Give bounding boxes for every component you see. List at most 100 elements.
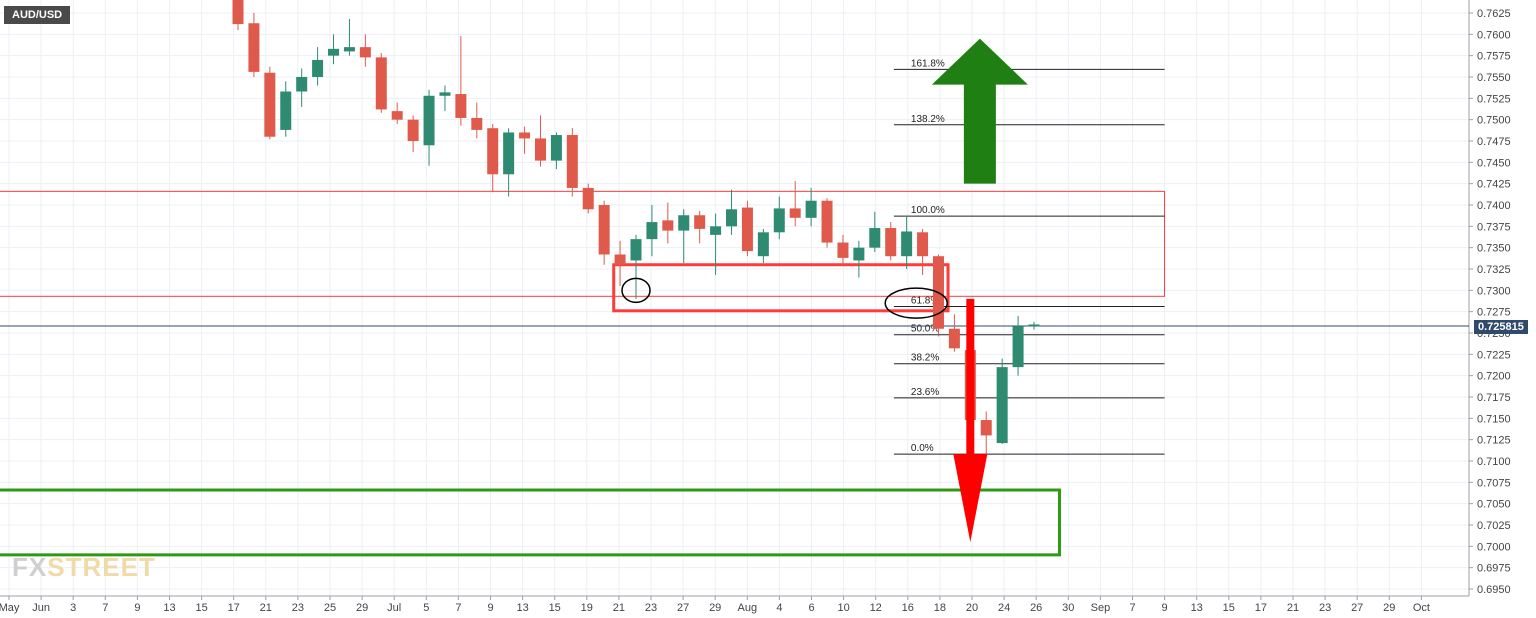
candle-body xyxy=(837,242,849,258)
watermark-fx: FX xyxy=(12,552,48,582)
candle-body xyxy=(503,132,515,175)
y-tick-label: 0.7100 xyxy=(1477,456,1511,468)
y-tick-label: 0.6950 xyxy=(1477,584,1511,596)
x-tick-label: 18 xyxy=(934,602,946,614)
candle-body xyxy=(582,187,594,210)
candle-body xyxy=(566,135,578,188)
x-tick-label: 25 xyxy=(324,602,336,614)
candle-body xyxy=(455,94,467,118)
candle-body xyxy=(343,47,355,52)
candle-body xyxy=(694,215,706,229)
candle-body xyxy=(630,239,642,261)
candle-body xyxy=(471,117,483,130)
fib-level-label: 138.2% xyxy=(911,114,945,125)
candle-body xyxy=(439,92,451,96)
candle-body xyxy=(741,207,753,252)
candle-body xyxy=(789,208,801,218)
y-tick-label: 0.7125 xyxy=(1477,435,1511,447)
x-tick-label: 5 xyxy=(423,602,429,614)
y-tick-label: 0.7400 xyxy=(1477,200,1511,212)
candle-body xyxy=(980,420,992,436)
candle-body xyxy=(248,23,260,72)
x-tick-label: 17 xyxy=(1255,602,1267,614)
target-support-zone xyxy=(0,488,1061,557)
candle-body xyxy=(805,200,817,218)
fib-level-label: 61.8% xyxy=(911,296,939,307)
y-tick-label: 0.7425 xyxy=(1477,179,1511,191)
candle-body xyxy=(264,72,276,137)
bullish-up-arrow xyxy=(931,38,1028,184)
x-tick-label: 3 xyxy=(70,602,76,614)
x-tick-label: 30 xyxy=(1062,602,1074,614)
y-tick-label: 0.7500 xyxy=(1477,115,1511,127)
fib-circle-annotation xyxy=(884,287,948,319)
candle-body xyxy=(757,232,769,257)
y-tick-label: 0.7375 xyxy=(1477,221,1511,233)
y-tick-label: 0.7025 xyxy=(1477,520,1511,532)
x-tick-label: 10 xyxy=(837,602,849,614)
y-tick-label: 0.7450 xyxy=(1477,157,1511,169)
x-tick-label: Aug xyxy=(738,602,758,614)
candle-body xyxy=(232,0,244,25)
y-tick-label: 0.7275 xyxy=(1477,307,1511,319)
candle-body xyxy=(519,132,531,139)
x-tick-label: Jul xyxy=(387,602,401,614)
candle-body xyxy=(646,222,658,240)
x-tick-label: 7 xyxy=(455,602,461,614)
x-tick-label: 21 xyxy=(260,602,272,614)
fib-level-label: 161.8% xyxy=(911,58,945,69)
candle-body xyxy=(1028,324,1040,327)
fib-level-label: 23.6% xyxy=(911,387,939,398)
candle-body xyxy=(423,95,435,146)
x-tick-label: 16 xyxy=(902,602,914,614)
symbol-label: AUD/USD xyxy=(4,6,71,24)
support-resistance-zone xyxy=(612,263,950,313)
candle-body xyxy=(534,138,546,161)
candle-body xyxy=(773,208,785,233)
current-price-label: 0.725815 xyxy=(1474,320,1528,334)
y-tick-label: 0.7150 xyxy=(1477,413,1511,425)
candle-body xyxy=(550,135,562,161)
candle-body xyxy=(662,220,674,231)
x-tick-label: Sep xyxy=(1091,602,1111,614)
candle-body xyxy=(678,215,690,231)
candle-body xyxy=(598,205,610,255)
x-tick-label: 6 xyxy=(808,602,814,614)
x-tick-label: 24 xyxy=(998,602,1010,614)
fib-level-label: 0.0% xyxy=(911,443,934,454)
y-tick-label: 0.7050 xyxy=(1477,499,1511,511)
x-tick-label: 29 xyxy=(1383,602,1395,614)
y-tick-label: 0.6975 xyxy=(1477,563,1511,575)
fib-level-label: 100.0% xyxy=(911,205,945,216)
x-tick-label: 9 xyxy=(487,602,493,614)
low-circle-annotation xyxy=(621,277,651,304)
fib-level-label: 50.0% xyxy=(911,324,939,335)
x-tick-label: Jun xyxy=(32,602,50,614)
x-tick-label: 27 xyxy=(1351,602,1363,614)
candle-body xyxy=(296,77,308,92)
x-tick-label: 13 xyxy=(163,602,175,614)
candle-body xyxy=(710,226,722,235)
x-tick-label: 20 xyxy=(966,602,978,614)
candle-body xyxy=(948,328,960,349)
candle-body xyxy=(375,57,387,110)
x-tick-label: 13 xyxy=(1191,602,1203,614)
candle-body xyxy=(917,232,929,257)
y-tick-label: 0.7475 xyxy=(1477,136,1511,148)
candle-body xyxy=(391,111,403,120)
candle-body xyxy=(885,228,897,257)
y-tick-label: 0.7200 xyxy=(1477,371,1511,383)
y-tick-label: 0.7350 xyxy=(1477,243,1511,255)
fxstreet-watermark: FXSTREET xyxy=(12,552,156,583)
x-tick-label: 15 xyxy=(1223,602,1235,614)
y-tick-label: 0.7550 xyxy=(1477,72,1511,84)
candle-body xyxy=(328,48,340,56)
x-tick-label: 19 xyxy=(581,602,593,614)
candle-body xyxy=(487,128,499,175)
y-tick-label: 0.7075 xyxy=(1477,477,1511,489)
x-tick-label: 9 xyxy=(1162,602,1168,614)
candle-body xyxy=(901,231,913,257)
candle-body xyxy=(614,254,626,265)
